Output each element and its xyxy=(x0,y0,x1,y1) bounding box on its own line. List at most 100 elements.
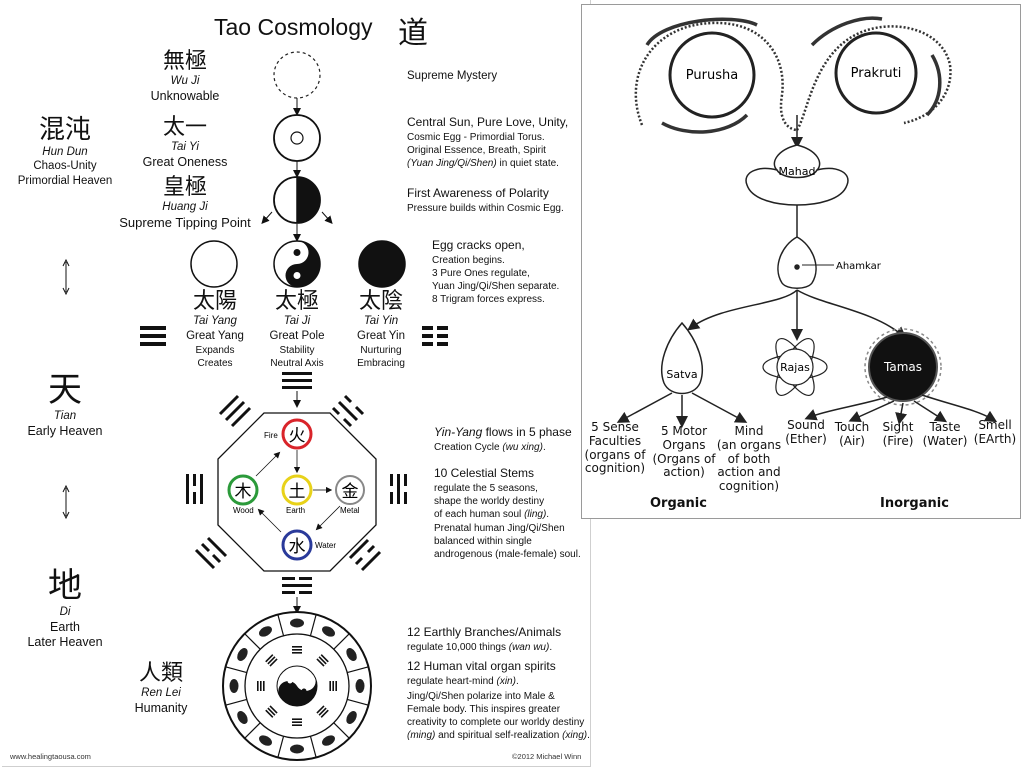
stems-l2: shape the worldy destiny xyxy=(434,495,545,507)
bagua-octagon xyxy=(217,412,377,572)
stems-title: 10 Celestial Stems xyxy=(434,466,535,480)
branches-l1: regulate 10,000 things xyxy=(407,641,509,653)
stems-l3: of each human soul xyxy=(434,508,525,520)
guna-branches xyxy=(687,289,907,341)
taiyin-l1: Great Yin xyxy=(357,329,405,342)
huangji-desc-title: First Awareness of Polarity xyxy=(407,186,549,200)
trigram-left-icon xyxy=(186,474,203,504)
zodiac-spoke xyxy=(309,736,317,758)
di-pinyin: Di xyxy=(59,606,71,619)
jing-l3: creativity to complete our worldy destin… xyxy=(407,717,585,728)
stems-desc: 10 Celestial Stems regulate the 5 season… xyxy=(434,466,549,521)
di-l1: Earth xyxy=(50,619,80,634)
taiyi-desc-3b: in quiet state. xyxy=(496,157,559,169)
tamas-circle xyxy=(864,328,942,406)
sound-l2: (Ether) xyxy=(785,431,827,446)
stems-l3i: (ling) xyxy=(524,508,547,520)
taiyang-circle xyxy=(190,240,238,288)
creation-cycle-arrows xyxy=(255,450,341,533)
wood-element: 木 Wood xyxy=(227,474,259,515)
hundun-line1: Chaos-Unity xyxy=(33,159,97,172)
zodiac-wheel xyxy=(222,611,372,761)
egg-title: Egg cracks open, xyxy=(432,238,525,252)
sight-l1: Sight xyxy=(882,420,914,434)
jing-l4a: (ming) xyxy=(407,730,436,741)
stems-l1: regulate the 5 seasons, xyxy=(434,482,538,494)
purusha-swirl xyxy=(634,17,798,134)
motor-l3: (Organs of xyxy=(652,451,716,466)
phase-t2: flows in 5 phase xyxy=(482,425,572,439)
taiyi-desc-3a: (Yuan Jing/Qi/Shen) xyxy=(407,157,497,169)
inner-trigram-icon xyxy=(329,681,337,691)
hundun-cn: 混沌 xyxy=(38,115,91,145)
wuji-circle xyxy=(273,51,321,99)
taiji-cn: 太極 xyxy=(274,289,319,314)
organs-desc: 12 Human vital organ spirits regulate he… xyxy=(407,659,556,688)
wood-cn: 木 xyxy=(235,482,252,502)
mind-l3: of both xyxy=(727,451,771,466)
motor-l4: action) xyxy=(663,465,705,480)
inner-trigram-icon xyxy=(316,705,329,718)
taiyin-pinyin: Tai Yin xyxy=(363,315,399,328)
prenatal-desc: Prenatal human Jing/Qi/Shen balanced wit… xyxy=(434,522,581,561)
earth-element: 土 Earth xyxy=(281,474,313,515)
smell-l1: Smell xyxy=(978,418,1012,432)
footer-website: www.healingtaousa.com xyxy=(10,752,91,761)
inner-trigram-icon xyxy=(257,681,265,691)
taste-l2: (Water) xyxy=(922,433,968,448)
prenatal-l3: androgenous (male-female) soul. xyxy=(434,549,581,560)
ahamkar-label: Ahamkar xyxy=(836,261,882,272)
updown-arrow-2 xyxy=(62,484,70,520)
taiyang-label: 太陽 Tai Yang Great Yang Expands Creates xyxy=(170,289,260,370)
trigram-top-left-icon xyxy=(218,394,252,428)
smell-l2: (EArth) xyxy=(973,431,1017,446)
sense-l2: Faculties xyxy=(588,433,642,448)
prenatal-l1: Prenatal human Jing/Qi/Shen xyxy=(434,523,565,534)
wuji-pinyin: Wu Ji xyxy=(170,75,200,88)
motor-l2: Organs xyxy=(662,437,706,452)
sense-l3: (organs of xyxy=(584,447,646,462)
di-cn: 地 xyxy=(48,566,82,606)
di-label: 地 Di Earth Later Heaven xyxy=(10,566,120,651)
satva-branches xyxy=(616,392,748,428)
wuji-desc: Supreme Mystery xyxy=(407,70,498,82)
zodiac-spoke xyxy=(333,722,350,739)
prakruti-label: Prakruti xyxy=(851,66,902,81)
updown-arrow-1 xyxy=(62,258,70,296)
huangji-symbol xyxy=(273,176,321,224)
tian-label: 天 Tian Early Heaven xyxy=(10,371,120,439)
tamas-branches xyxy=(804,394,998,425)
water-element: 水 Water xyxy=(281,529,336,561)
earth-label: Earth xyxy=(286,506,305,515)
touch-l1: Touch xyxy=(834,420,870,434)
rajas-atom xyxy=(762,338,828,396)
zodiac-animal-icon xyxy=(355,679,365,693)
zodiac-animal-icon xyxy=(322,735,335,746)
zodiac-animal-icon xyxy=(237,711,248,724)
jing-l4d: . xyxy=(587,730,590,741)
inner-trigram-icon xyxy=(292,718,302,726)
zodiac-spoke xyxy=(277,614,285,636)
footer-copyright: ©2012 Michael Winn xyxy=(512,752,582,761)
huangji-pinyin: Huang Ji xyxy=(162,201,208,214)
inner-trigram-icon xyxy=(265,705,278,718)
taiyi-pinyin: Tai Yi xyxy=(171,141,199,154)
tamas-label: Tamas xyxy=(883,360,922,374)
taiyin-circle xyxy=(358,240,406,288)
egg-l4: 8 Trigram forces express. xyxy=(432,293,545,305)
zodiac-spoke xyxy=(333,633,350,650)
egg-desc: Egg cracks open, Creation begins. 3 Pure… xyxy=(432,238,559,306)
fire-label: Fire xyxy=(264,431,278,440)
inner-trigram-icon xyxy=(265,654,278,667)
inner-trigram-icon xyxy=(316,654,329,667)
mind-l2: (an organs xyxy=(716,437,782,452)
tao-graphics: 火 Fire 木 Wood 土 Earth 金 Metal 水 Water xyxy=(62,51,448,761)
ahamkar-bud xyxy=(777,236,817,289)
taiji-l1: Great Pole xyxy=(269,329,325,342)
egg-l3: Yuan Jing/Qi/Shen separate. xyxy=(432,280,560,292)
smell-label: Smell (EArth) xyxy=(970,418,1020,447)
taste-label: Taste (Water) xyxy=(920,420,970,449)
taiyang-pinyin: Tai Yang xyxy=(193,315,237,328)
organs-l1e: . xyxy=(515,675,519,687)
tao-character: 道 xyxy=(398,16,428,51)
